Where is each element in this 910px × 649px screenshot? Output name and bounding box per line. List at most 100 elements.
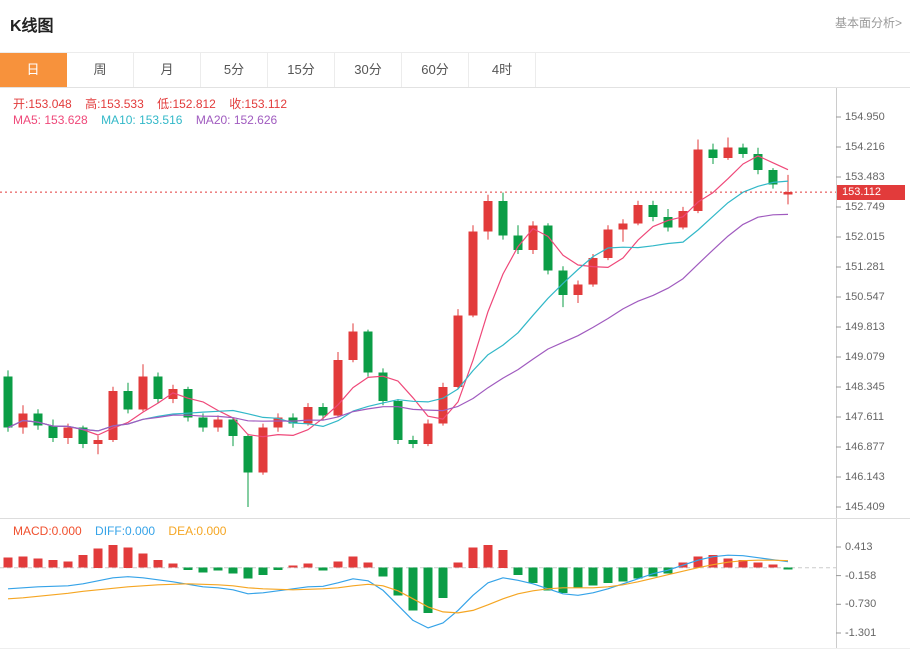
legend-close: 收:153.112 xyxy=(229,97,288,111)
candle-body xyxy=(333,360,343,416)
candle-body xyxy=(243,435,253,473)
candle xyxy=(633,200,643,226)
candle-body xyxy=(363,331,373,373)
candle xyxy=(708,143,718,164)
candle-body xyxy=(663,217,673,228)
tab-60min[interactable]: 60分 xyxy=(402,53,469,87)
timeframe-tabs: 日 周 月 5分 15分 30分 60分 4时 xyxy=(0,52,910,88)
macd-bar xyxy=(588,567,598,586)
candle xyxy=(33,409,43,430)
candle-body xyxy=(468,231,478,316)
candle xyxy=(3,370,13,432)
macd-legend: MACD:0.000 DIFF:0.000 DEA:0.000 xyxy=(13,524,236,538)
candle xyxy=(348,323,358,363)
candle xyxy=(513,225,523,254)
candle xyxy=(93,435,103,455)
macd-bar xyxy=(558,567,568,593)
tab-day[interactable]: 日 xyxy=(0,53,67,87)
axis-label: 0.413 xyxy=(845,540,873,553)
tab-month[interactable]: 月 xyxy=(134,53,201,87)
candle-body xyxy=(273,417,283,428)
axis-label: 147.611 xyxy=(845,410,884,423)
macd-bar xyxy=(198,567,208,573)
legend-macd-value: MACD:0.000 xyxy=(13,524,82,538)
candle-body xyxy=(318,407,328,416)
axis-label: -1.301 xyxy=(845,626,877,639)
candle-body xyxy=(288,417,298,424)
candle-body xyxy=(348,331,358,361)
candle-body xyxy=(198,417,208,428)
candle-body xyxy=(183,388,193,418)
candle xyxy=(243,433,253,507)
candle-body xyxy=(693,149,703,211)
candle-body xyxy=(213,419,223,428)
macd-bar xyxy=(603,567,613,583)
candle xyxy=(408,435,418,449)
macd-bar xyxy=(528,567,538,583)
candle xyxy=(228,417,238,447)
candle xyxy=(648,200,658,222)
macd-bar xyxy=(573,567,583,588)
tab-15min[interactable]: 15分 xyxy=(268,53,335,87)
macd-bar xyxy=(693,556,703,568)
axis-label: 146.877 xyxy=(845,441,885,453)
axis-label: 152.749 xyxy=(845,200,885,213)
legend-ma20: MA20: 152.626 xyxy=(195,113,278,127)
candle xyxy=(678,206,688,230)
candle xyxy=(183,386,193,422)
axis-label: 149.079 xyxy=(845,350,885,363)
candle-body xyxy=(498,200,508,236)
candle xyxy=(333,352,343,418)
fundamental-analysis-link[interactable]: 基本面分析> xyxy=(834,16,902,30)
candle-body xyxy=(708,149,718,158)
ma20-line xyxy=(7,213,789,432)
macd-bar xyxy=(243,567,253,579)
legend-high: 高:153.533 xyxy=(85,97,144,111)
axis-label: 154.950 xyxy=(845,111,885,124)
macd-bar xyxy=(33,558,43,568)
tab-5min[interactable]: 5分 xyxy=(201,53,268,87)
legend-ma10: MA10: 153.516 xyxy=(101,113,183,127)
macd-bar xyxy=(513,567,523,576)
candle-body xyxy=(573,284,583,295)
candle xyxy=(528,221,538,254)
diff-line xyxy=(7,554,789,629)
candle-body xyxy=(138,376,148,410)
macd-bar xyxy=(3,557,13,568)
macd-bar xyxy=(153,560,163,568)
candle xyxy=(378,368,388,406)
candle xyxy=(258,423,268,475)
macd-bar xyxy=(453,562,463,568)
macd-chart xyxy=(0,518,910,649)
macd-bar xyxy=(363,562,373,568)
tab-week[interactable]: 周 xyxy=(67,53,134,87)
candle-body xyxy=(483,200,493,232)
candle-body xyxy=(123,390,133,410)
candle xyxy=(543,223,553,275)
dea-line xyxy=(7,559,789,614)
candle xyxy=(738,143,748,158)
candle-body xyxy=(3,376,13,428)
candle-body xyxy=(393,401,403,440)
axis-label: 145.409 xyxy=(845,501,885,513)
macd-bar xyxy=(228,567,238,574)
candle-body xyxy=(603,229,613,258)
legend-ma5: MA5: 153.628 xyxy=(13,113,88,127)
tab-30min[interactable]: 30分 xyxy=(335,53,402,87)
candle-body xyxy=(258,427,268,473)
tab-4hour[interactable]: 4时 xyxy=(469,53,536,87)
macd-bar xyxy=(543,567,553,591)
axis-label: 149.813 xyxy=(845,320,885,333)
current-price-tag: 153.112 xyxy=(837,184,905,200)
macd-bar xyxy=(63,561,73,568)
axis-label: 151.281 xyxy=(845,260,885,273)
candle-body xyxy=(228,419,238,436)
candle xyxy=(138,364,148,412)
macd-bar xyxy=(468,547,478,568)
page-title: K线图 xyxy=(10,18,54,35)
macd-bar xyxy=(738,560,748,568)
candle xyxy=(108,386,118,442)
macd-bar xyxy=(783,567,793,570)
macd-bar xyxy=(168,563,178,568)
candle-body xyxy=(48,425,58,438)
